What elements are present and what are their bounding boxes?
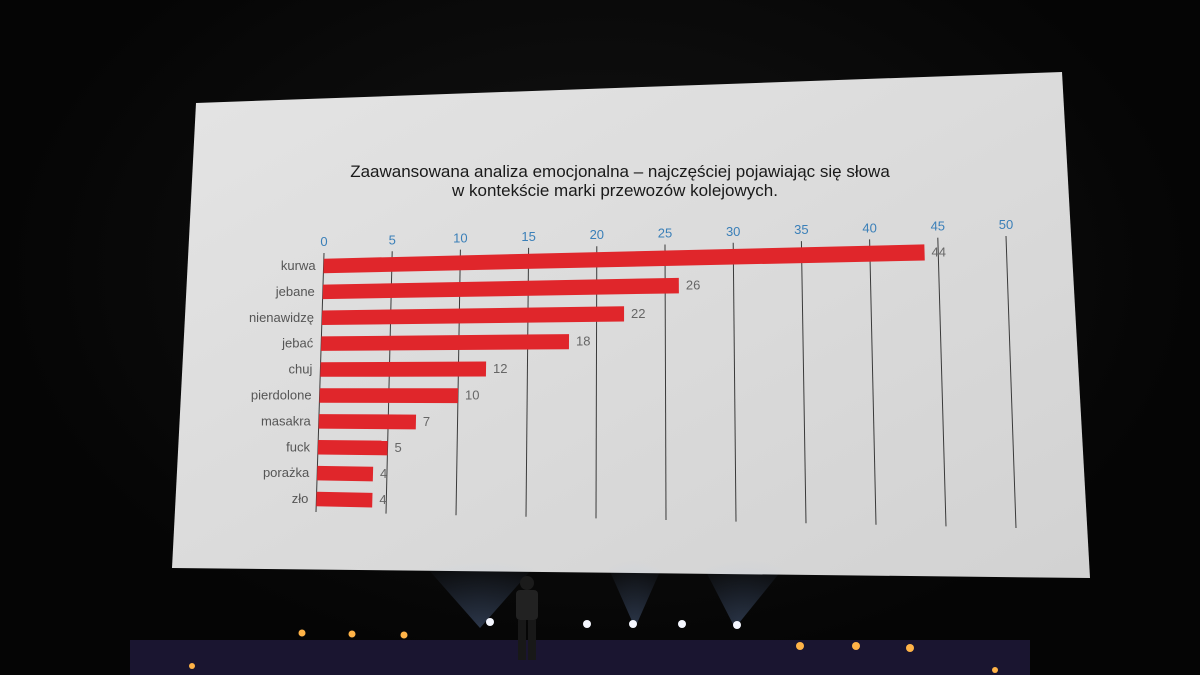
data-label: 5: [395, 440, 402, 455]
light-beam: [420, 560, 540, 628]
bar: [316, 491, 373, 508]
x-tick-label: 10: [453, 231, 467, 246]
bars: [316, 244, 925, 508]
bar: [318, 414, 417, 430]
bar: [319, 388, 459, 404]
category-label: pierdolone: [251, 387, 312, 402]
category-label: jebane: [275, 284, 315, 299]
category-label: fuck: [286, 439, 310, 454]
grid-line: [1005, 235, 1017, 529]
category-labels: kurwa jebane nienawidzę jebać chuj pierdolone…: [249, 258, 316, 506]
chart-title: Zaawansowana analiza emocjonalna – najcz…: [350, 162, 890, 181]
data-label: 7: [423, 414, 430, 429]
x-tick-label: 40: [862, 220, 876, 235]
grid-line: [937, 237, 947, 527]
bar: [322, 277, 679, 300]
data-label: 10: [465, 388, 479, 403]
bar: [323, 244, 925, 274]
category-label: kurwa: [281, 258, 316, 273]
speaker-figure: [516, 576, 538, 660]
category-label: zło: [292, 491, 309, 506]
light-beam: [700, 560, 790, 628]
x-tick-label: 5: [389, 232, 396, 247]
x-tick-label: 0: [320, 234, 327, 249]
data-label: 22: [631, 306, 645, 321]
x-tick-label: 20: [590, 227, 604, 242]
x-tick-label: 35: [794, 222, 808, 237]
bar: [316, 465, 374, 482]
bar: [320, 361, 487, 377]
x-axis-ticks: 0 5 10 15 20 25 30 35 40 45 50: [320, 217, 1013, 249]
data-label: 18: [576, 334, 590, 349]
category-label: porażka: [263, 465, 310, 480]
grid-line: [800, 241, 807, 524]
chart-subtitle: w kontekście marki przewozów kolejowych.: [451, 181, 778, 200]
x-tick-label: 25: [658, 226, 672, 241]
bar-chart: Zaawansowana analiza emocjonalna – najcz…: [249, 162, 1017, 529]
category-label: chuj: [289, 362, 313, 377]
category-label: jebać: [281, 336, 314, 351]
category-label: nienawidzę: [249, 310, 314, 325]
bar: [320, 334, 570, 351]
data-label: 4: [380, 466, 387, 481]
stage-lights: [189, 618, 998, 673]
light-beam: [605, 560, 665, 628]
data-label: 4: [379, 492, 386, 507]
x-tick-label: 30: [726, 224, 740, 239]
stage-floor: [130, 640, 1030, 675]
data-label: 12: [493, 361, 507, 376]
bar: [317, 439, 388, 456]
x-tick-label: 45: [931, 219, 945, 234]
bar: [321, 306, 625, 326]
x-tick-label: 15: [521, 229, 535, 244]
data-label: 26: [686, 278, 700, 293]
x-tick-label: 50: [999, 217, 1013, 232]
grid-line: [732, 242, 737, 522]
screen-surface: [172, 72, 1090, 578]
data-label: 44: [932, 244, 946, 259]
category-label: masakra: [261, 413, 312, 428]
grid-line: [869, 239, 877, 525]
